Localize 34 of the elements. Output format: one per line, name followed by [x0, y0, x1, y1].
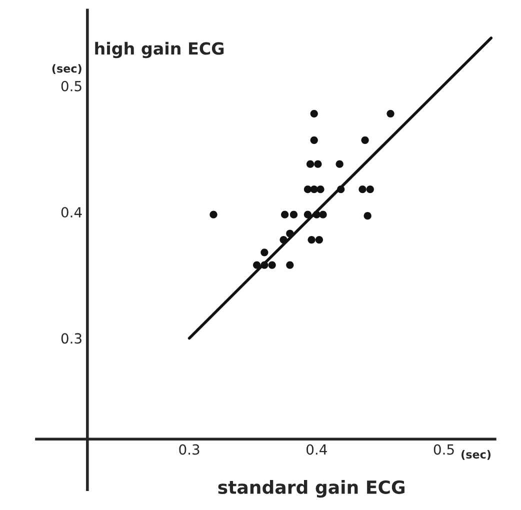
y-axis-title: high gain ECG — [95, 42, 224, 58]
point — [286, 261, 294, 269]
point — [210, 210, 218, 218]
point — [358, 186, 366, 194]
point — [364, 212, 372, 220]
point — [315, 236, 324, 244]
point — [260, 248, 268, 256]
point — [366, 186, 374, 194]
point — [314, 160, 322, 168]
point — [304, 210, 312, 218]
point — [310, 110, 318, 118]
point — [319, 210, 327, 218]
annotation: (sec) — [52, 64, 82, 74]
x-tick-label: 0.4 — [306, 444, 327, 455]
annotation: (sec) — [462, 450, 490, 460]
point — [310, 186, 318, 194]
point — [290, 210, 298, 218]
x-tick-label: 0.5 — [434, 444, 454, 455]
point — [308, 236, 316, 244]
y-tick-label: 0.4 — [61, 207, 82, 218]
x-axis-title: standard gain ECG — [218, 480, 404, 498]
point — [386, 110, 394, 118]
point — [281, 210, 289, 218]
point — [268, 261, 276, 269]
x-tick-label: 0.3 — [179, 444, 200, 455]
point — [252, 261, 261, 269]
point — [306, 160, 314, 168]
point — [336, 160, 344, 168]
y-tick-label: 0.3 — [61, 333, 82, 344]
point — [316, 186, 324, 194]
y-tick-label: 0.5 — [61, 80, 82, 92]
point — [304, 186, 312, 194]
point — [361, 136, 369, 144]
point — [310, 136, 318, 144]
